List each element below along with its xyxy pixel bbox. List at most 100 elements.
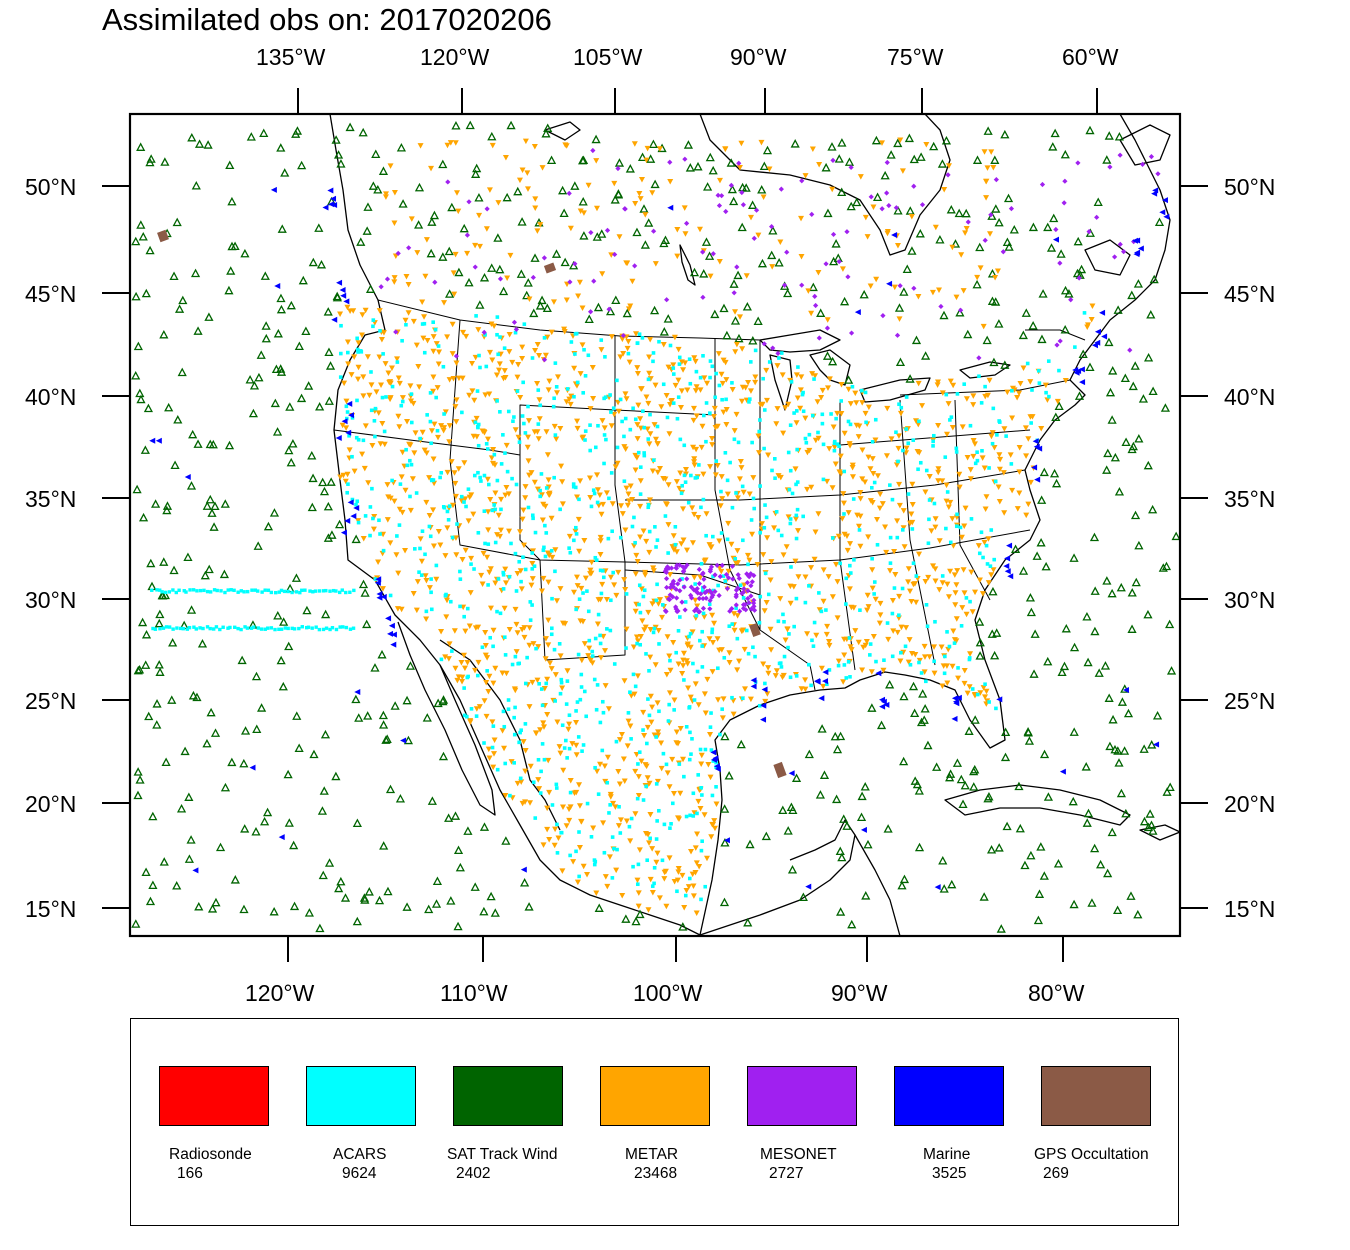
metar-marker [438,423,445,429]
metar-marker [567,401,574,408]
acars-marker [655,424,660,429]
sat-wind-marker [131,370,141,380]
acars-marker [714,459,719,463]
acars-marker [596,423,600,428]
acars-marker [484,364,489,369]
acars-marker [647,669,651,673]
mesonet-marker [739,590,745,596]
metar-marker [503,442,510,449]
acars-marker [691,661,695,666]
acars-marker [870,485,874,490]
metar-marker [494,532,501,538]
sat-wind-marker [1036,537,1046,547]
acars-marker [498,335,502,339]
metar-marker [581,538,588,544]
acars-marker [635,796,640,801]
acars-marker [635,641,639,646]
metar-marker [475,624,482,631]
marine-marker [1101,333,1108,340]
acars-marker [354,502,358,507]
acars-marker [618,397,623,402]
sat-wind-marker [155,667,165,676]
acars-marker [900,586,905,591]
acars-marker [991,406,996,411]
mesonet-marker [679,599,685,605]
metar-marker [720,409,727,416]
metar-marker [481,698,488,704]
sat-wind-marker [886,150,896,159]
metar-marker [407,383,414,389]
acars-marker [542,757,547,762]
acars-marker [522,421,526,426]
sat-wind-marker [1104,131,1114,140]
metar-marker [395,375,402,382]
sat-wind-marker [956,774,966,784]
acars-marker [749,518,754,522]
metar-marker [916,450,923,456]
marine-marker [348,412,355,419]
sat-wind-marker [1161,561,1172,571]
metar-marker [798,215,805,222]
sat-wind-marker [438,696,448,706]
metar-marker [691,355,698,361]
acars-marker [630,524,635,529]
acars-marker [612,846,616,851]
acars-marker [263,627,267,631]
acars-marker [758,530,762,535]
mesonet-marker [1086,229,1092,235]
sat-wind-marker [257,703,267,712]
acars-marker [995,433,999,437]
acars-marker [505,469,510,474]
sat-wind-marker [1094,668,1104,677]
metar-marker [837,453,844,460]
mesonet-marker [845,274,851,280]
metar-marker [723,377,730,383]
acars-marker [368,533,372,538]
acars-marker [447,504,452,508]
acars-marker [690,736,694,741]
sat-wind-marker [1145,809,1155,818]
mesonet-marker [736,160,742,166]
acars-marker [598,568,603,573]
metar-marker [444,142,451,149]
metar-marker [690,883,697,890]
metar-marker [454,677,461,684]
acars-marker [983,682,987,687]
metar-marker [872,437,879,444]
sat-wind-marker [1018,566,1029,575]
sat-wind-marker [932,762,942,771]
acars-marker [469,707,474,711]
acars-marker [794,674,799,678]
mesonet-marker [567,279,573,285]
sat-wind-marker [1154,217,1165,227]
left-lat-label: 25°N [25,688,77,714]
metar-marker [546,492,553,498]
metar-marker [654,441,661,447]
right-lat-label: 15°N [1224,896,1276,922]
metar-marker [640,528,647,534]
sat-wind-marker [916,152,926,161]
metar-marker [526,704,533,710]
acars-marker [590,654,595,658]
sat-wind-marker [197,639,208,648]
sat-wind-marker [459,223,469,233]
acars-marker [702,413,706,418]
acars-marker [897,613,901,618]
acars-marker [576,652,581,657]
acars-marker [380,395,385,400]
acars-marker [796,365,800,369]
metar-marker [835,658,842,665]
metar-marker [542,636,549,642]
metar-marker [476,704,483,710]
metar-marker [553,598,560,604]
metar-marker [542,352,549,359]
metar-marker [970,453,977,460]
acars-marker [839,399,844,403]
metar-marker [517,395,524,401]
metar-marker [551,842,558,849]
metar-marker [588,656,595,663]
metar-marker [512,606,519,613]
metar-marker [844,547,851,554]
metar-marker [734,548,741,554]
acars-marker [567,546,571,550]
